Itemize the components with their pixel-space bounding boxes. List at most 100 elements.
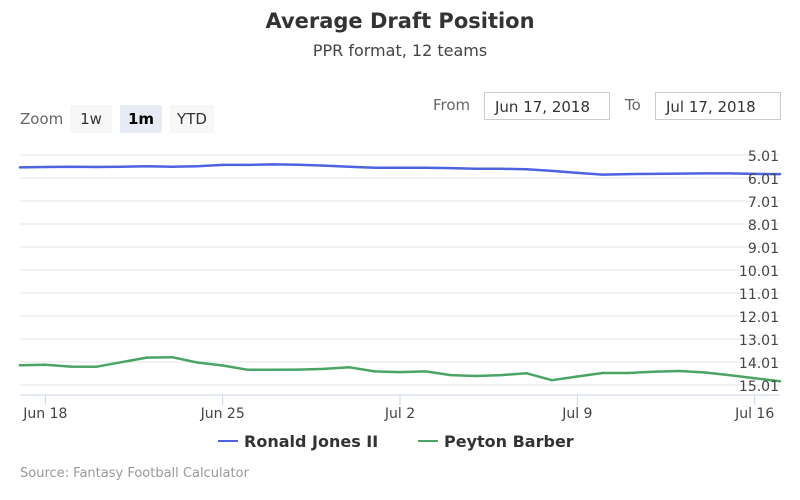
data-point-ronald[interactable] [449,166,452,170]
data-point-peyton[interactable] [145,356,148,359]
data-point-peyton[interactable] [728,373,731,377]
x-tick-label: Jul 16 [734,406,774,422]
data-point-peyton[interactable] [322,367,326,371]
data-point-peyton[interactable] [449,373,452,377]
data-point-ronald[interactable] [474,167,478,170]
legend-label-ronald-jones: Ronald Jones II [244,432,379,451]
data-point-ronald[interactable] [525,168,528,171]
range-to-label: To [625,96,641,114]
data-point-ronald[interactable] [120,165,123,168]
series-line-ronald[interactable] [18,163,782,176]
data-point-ronald[interactable] [272,163,275,166]
y-tick-label: 5.01 [748,149,779,165]
y-tick-label: 15.01 [739,379,779,395]
data-point-peyton[interactable] [550,379,554,382]
data-point-ronald[interactable] [677,172,680,175]
legend-swatch-ronald-jones [218,439,238,442]
data-point-peyton[interactable] [474,374,478,378]
data-point-peyton[interactable] [652,370,655,373]
credits-text: Source: Fantasy Football Calculator [20,466,249,481]
data-point-peyton[interactable] [297,368,300,371]
data-point-ronald[interactable] [500,167,503,170]
range-from-label: From [433,96,471,114]
y-tick-label: 11.01 [739,287,779,303]
data-point-ronald[interactable] [728,172,731,175]
y-axis-labels: 5.01 6.01 7.01 8.01 9.01 10.01 11.01 12.01 13.01… [739,149,779,395]
zoom-label: Zoom [20,110,64,128]
data-point-ronald[interactable] [44,165,47,169]
data-point-ronald[interactable] [221,163,224,167]
data-point-peyton[interactable] [348,366,351,369]
legend-item-peyton-barber[interactable]: Peyton Barber [418,432,574,451]
range-to-input[interactable]: Jul 17, 2018 [655,92,781,120]
data-point-peyton[interactable] [170,356,174,359]
data-point-peyton[interactable] [702,371,706,374]
data-point-peyton[interactable] [69,365,72,368]
data-point-peyton[interactable] [94,365,98,368]
data-point-peyton[interactable] [626,371,630,375]
zoom-ytd-button[interactable]: YTD [170,105,214,133]
data-point-ronald[interactable] [778,172,782,176]
x-tick-label: Jun 25 [200,406,245,422]
legend-swatch-peyton-barber [418,439,438,442]
data-point-peyton[interactable] [44,363,47,366]
data-point-ronald[interactable] [626,172,630,176]
data-point-peyton[interactable] [677,369,680,373]
data-point-ronald[interactable] [373,166,376,169]
series-line-peyton[interactable] [18,355,782,383]
chart-title: Average Draft Position [265,9,535,33]
legend-item-ronald-jones[interactable]: Ronald Jones II [218,432,378,451]
data-point-peyton[interactable] [778,380,782,383]
y-tick-label: 14.01 [739,356,779,372]
grid-lines [20,154,780,386]
data-point-peyton[interactable] [398,370,402,374]
data-point-ronald[interactable] [550,169,554,173]
data-point-ronald[interactable] [18,166,22,169]
data-point-peyton[interactable] [272,368,275,371]
data-point-ronald[interactable] [170,165,174,168]
data-point-ronald[interactable] [424,166,427,169]
chart-subtitle: PPR format, 12 teams [312,41,488,60]
data-point-ronald[interactable] [322,164,326,167]
data-point-ronald[interactable] [348,165,351,168]
data-point-peyton[interactable] [525,372,528,375]
x-tick-label: Jul 2 [384,406,415,422]
data-point-ronald[interactable] [297,163,300,166]
data-point-peyton[interactable] [601,371,604,375]
x-tick-label: Jun 18 [22,406,67,422]
data-point-peyton[interactable] [576,375,579,378]
data-point-ronald[interactable] [94,165,98,169]
data-point-ronald[interactable] [196,165,199,168]
y-tick-label: 8.01 [748,218,779,234]
series-lines [18,163,782,383]
y-tick-label: 9.01 [748,241,779,257]
data-point-peyton[interactable] [246,368,250,371]
data-point-ronald[interactable] [246,163,250,167]
data-point-peyton[interactable] [221,364,224,367]
data-point-peyton[interactable] [373,370,376,373]
data-point-ronald[interactable] [753,172,756,176]
data-point-ronald[interactable] [652,172,655,176]
data-point-ronald[interactable] [69,165,72,168]
y-tick-label: 13.01 [739,333,779,349]
zoom-1w-button[interactable]: 1w [70,105,112,133]
legend-label-peyton-barber: Peyton Barber [444,432,574,451]
data-point-peyton[interactable] [424,370,427,373]
x-axis: Jun 18 Jun 25 Jul 2 Jul 9 Jul 16 [20,394,780,422]
data-point-peyton[interactable] [120,361,123,364]
data-point-peyton[interactable] [18,364,22,367]
data-point-ronald[interactable] [576,171,579,175]
zoom-1m-button[interactable]: 1m [120,105,162,133]
range-from-input[interactable]: Jun 17, 2018 [484,92,610,120]
data-point-peyton[interactable] [500,373,503,377]
data-point-ronald[interactable] [601,173,604,176]
data-point-ronald[interactable] [398,166,402,169]
data-point-ronald[interactable] [702,172,706,175]
y-tick-label: 7.01 [748,195,779,211]
y-tick-label: 10.01 [739,264,779,280]
y-tick-label: 12.01 [739,310,779,326]
data-point-peyton[interactable] [196,361,199,364]
data-point-peyton[interactable] [753,377,756,380]
data-point-ronald[interactable] [145,165,148,168]
